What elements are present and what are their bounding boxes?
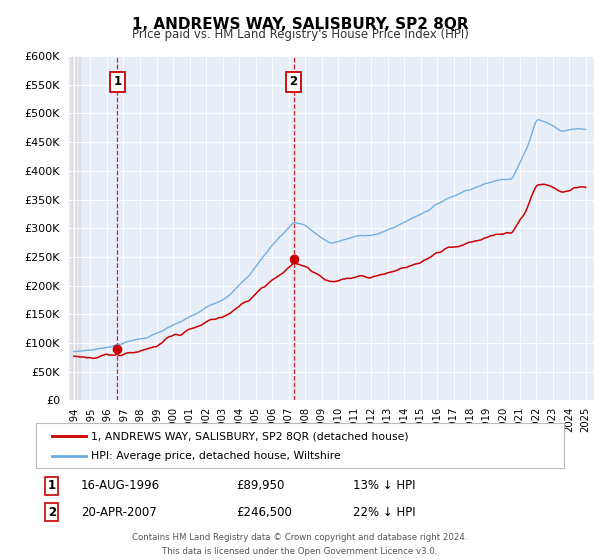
Text: £246,500: £246,500 xyxy=(236,506,293,519)
Text: 1, ANDREWS WAY, SALISBURY, SP2 8QR (detached house): 1, ANDREWS WAY, SALISBURY, SP2 8QR (deta… xyxy=(91,431,409,441)
Bar xyxy=(71,56,73,400)
Text: HPI: Average price, detached house, Wiltshire: HPI: Average price, detached house, Wilt… xyxy=(91,451,341,461)
Text: This data is licensed under the Open Government Licence v3.0.: This data is licensed under the Open Gov… xyxy=(163,547,437,556)
Bar xyxy=(69,56,82,400)
Text: 20-APR-2007: 20-APR-2007 xyxy=(81,506,157,519)
Bar xyxy=(81,56,82,400)
Text: 2: 2 xyxy=(289,76,298,88)
Text: 22% ↓ HPI: 22% ↓ HPI xyxy=(353,506,415,519)
Text: 1, ANDREWS WAY, SALISBURY, SP2 8QR: 1, ANDREWS WAY, SALISBURY, SP2 8QR xyxy=(131,17,469,32)
Text: £89,950: £89,950 xyxy=(236,479,285,492)
Point xyxy=(48,452,55,459)
Text: Price paid vs. HM Land Registry's House Price Index (HPI): Price paid vs. HM Land Registry's House … xyxy=(131,28,469,41)
Text: Contains HM Land Registry data © Crown copyright and database right 2024.: Contains HM Land Registry data © Crown c… xyxy=(132,533,468,542)
Text: 1: 1 xyxy=(113,76,121,88)
Bar xyxy=(74,56,75,400)
Point xyxy=(83,452,90,459)
Bar xyxy=(78,56,79,400)
Text: 1: 1 xyxy=(48,479,56,492)
Bar xyxy=(70,56,71,400)
Text: 16-AUG-1996: 16-AUG-1996 xyxy=(81,479,160,492)
Point xyxy=(83,433,90,440)
Text: 2: 2 xyxy=(48,506,56,519)
Bar xyxy=(69,56,70,400)
Bar xyxy=(73,56,74,400)
Text: 13% ↓ HPI: 13% ↓ HPI xyxy=(353,479,415,492)
Point xyxy=(48,433,55,440)
